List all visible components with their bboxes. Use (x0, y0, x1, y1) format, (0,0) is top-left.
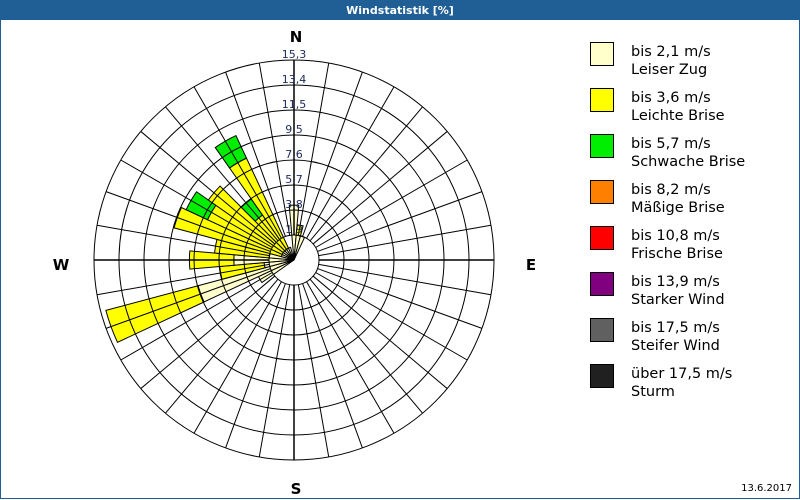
petal-segment (173, 206, 283, 258)
grid-spoke (258, 284, 291, 458)
grid-spoke (306, 281, 395, 434)
legend-swatch (590, 272, 614, 296)
legend-swatch (590, 226, 614, 250)
grid-spoke (120, 159, 273, 248)
legend-swatch (590, 318, 614, 342)
grid-spoke (297, 284, 330, 458)
compass-n: N (290, 28, 303, 46)
legend-speed: bis 13,9 m/s (631, 274, 720, 290)
radial-tick-label: 15,3 (282, 48, 307, 61)
radial-tick-label: 9,5 (285, 123, 303, 136)
grid-spoke (258, 62, 291, 236)
compass-w: W (53, 256, 70, 274)
legend-label: Frische Brise (631, 246, 723, 262)
legend-label: Leichte Brise (631, 108, 725, 124)
grid-spoke (309, 278, 423, 414)
grid-spoke (120, 272, 273, 361)
grid-spoke (317, 268, 483, 329)
legend-speed: bis 2,1 m/s (631, 44, 711, 60)
legend-swatch (590, 134, 614, 158)
grid-spoke (312, 131, 448, 245)
petal-segment (185, 191, 217, 221)
grid-spoke (140, 131, 276, 245)
legend-label: Mäßige Brise (631, 200, 725, 216)
legend-speed: bis 5,7 m/s (631, 136, 711, 152)
legend-label: Steifer Wind (631, 338, 720, 354)
grid-spoke (165, 278, 279, 414)
grid-spoke (193, 281, 282, 434)
radial-tick-label: 7,6 (285, 148, 303, 161)
polar-grid (93, 59, 495, 461)
legend-speed: bis 17,5 m/s (631, 320, 720, 336)
legend-label: Leiser Zug (631, 62, 708, 78)
legend-swatch (590, 180, 614, 204)
compass-e: E (526, 256, 536, 274)
grid-spoke (193, 86, 282, 239)
grid-spoke (315, 272, 468, 361)
legend-swatch (590, 42, 614, 66)
date-label: 13.6.2017 (741, 483, 792, 494)
grid-spoke (317, 191, 483, 252)
radial-tick-label: 11,5 (282, 98, 307, 111)
grid-spoke (165, 106, 279, 242)
petal-segment (105, 285, 205, 343)
window-title: Windstatistik [%] (0, 0, 800, 20)
radial-tick-label: 13,4 (282, 73, 307, 86)
legend-label: Sturm (631, 384, 675, 400)
radial-tick-labels: 1,9 3,8 5,7 7,6 9,5 11,5 13,4 15,3 (282, 48, 307, 236)
radial-tick-label: 3,8 (285, 198, 303, 211)
legend-speed: bis 10,8 m/s (631, 228, 720, 244)
grid-spoke (312, 275, 448, 389)
legend-speed: bis 3,6 m/s (631, 90, 711, 106)
legend-swatch (590, 364, 614, 388)
grid-spoke (96, 263, 270, 296)
compass-s: S (291, 480, 302, 498)
grid-spoke (309, 106, 423, 242)
grid-spoke (315, 159, 468, 248)
petal-segment (287, 246, 295, 261)
grid-spoke (318, 263, 492, 296)
grid-spoke (302, 283, 363, 449)
legend-swatch (590, 88, 614, 112)
grid-spoke (105, 268, 271, 329)
grid-spoke (96, 224, 270, 257)
grid-spoke (225, 71, 286, 237)
grid-spoke (306, 86, 395, 239)
legend-speed: bis 8,2 m/s (631, 182, 711, 198)
legend-label: Schwache Brise (631, 154, 746, 170)
radial-tick-label: 1,9 (285, 223, 303, 236)
grid-spoke (302, 71, 363, 237)
grid-spoke (297, 62, 330, 236)
grid-spoke (318, 224, 492, 257)
grid-spoke (105, 191, 271, 252)
grid-spoke (140, 275, 276, 389)
legend-label: Starker Wind (631, 292, 725, 308)
grid-spoke (225, 283, 286, 449)
legend-speed: über 17,5 m/s (631, 366, 733, 382)
radial-tick-label: 5,7 (285, 173, 303, 186)
